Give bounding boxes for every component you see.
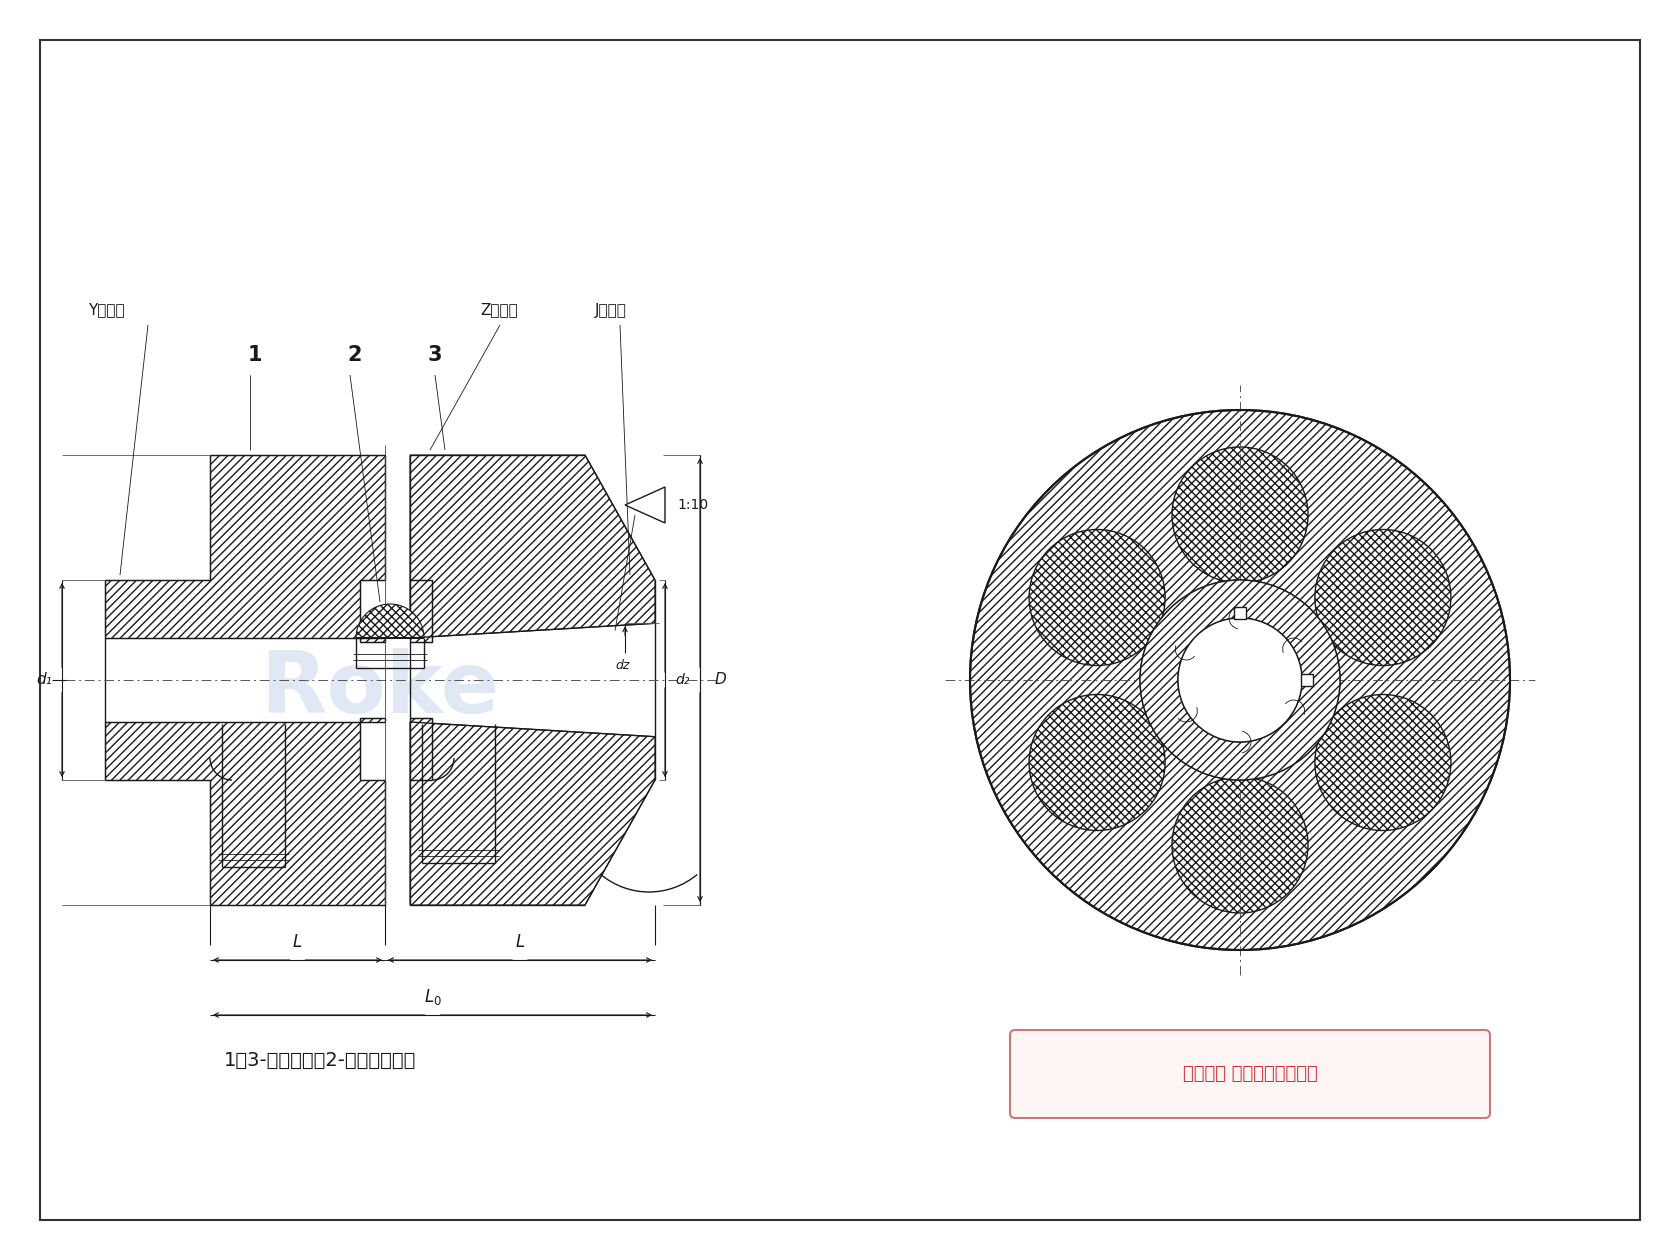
Text: D: D — [714, 673, 726, 688]
Text: d₁: d₁ — [37, 673, 52, 688]
Circle shape — [969, 410, 1510, 950]
Polygon shape — [104, 718, 385, 905]
Text: Z型轴孔: Z型轴孔 — [480, 302, 517, 318]
Text: 3: 3 — [428, 345, 442, 365]
Polygon shape — [410, 580, 432, 643]
Polygon shape — [410, 455, 655, 638]
Circle shape — [1030, 694, 1166, 830]
Circle shape — [959, 399, 1520, 960]
Text: 2: 2 — [348, 345, 363, 365]
Text: J型轴孔: J型轴孔 — [595, 302, 627, 318]
Bar — [1235, 607, 1247, 619]
Circle shape — [1173, 777, 1309, 914]
Polygon shape — [410, 722, 655, 905]
Text: 版权所有 侵权必被严厉追究: 版权所有 侵权必被严厉追究 — [1183, 1065, 1317, 1084]
Bar — [1300, 674, 1314, 685]
Polygon shape — [104, 455, 385, 643]
Circle shape — [1173, 447, 1309, 583]
Circle shape — [1178, 617, 1302, 742]
Text: Y型轴孔: Y型轴孔 — [87, 302, 124, 318]
Text: 1、3-半联轴器；2-梅花形弹性件: 1、3-半联轴器；2-梅花形弹性件 — [223, 1051, 417, 1070]
Text: 1: 1 — [247, 345, 262, 365]
Text: L: L — [292, 932, 302, 951]
Wedge shape — [1141, 580, 1341, 780]
FancyBboxPatch shape — [1010, 1029, 1490, 1118]
Circle shape — [1315, 529, 1452, 665]
Circle shape — [1030, 529, 1166, 665]
Text: Roke: Roke — [260, 649, 499, 732]
Polygon shape — [410, 718, 432, 780]
Text: d₂: d₂ — [675, 673, 690, 687]
Polygon shape — [356, 604, 423, 638]
Text: dz: dz — [617, 659, 630, 672]
Circle shape — [1141, 580, 1341, 780]
Polygon shape — [625, 488, 665, 523]
Circle shape — [1315, 694, 1452, 830]
Text: L: L — [516, 932, 524, 951]
Text: $L_0$: $L_0$ — [423, 987, 442, 1007]
Text: 1:10: 1:10 — [677, 498, 709, 512]
